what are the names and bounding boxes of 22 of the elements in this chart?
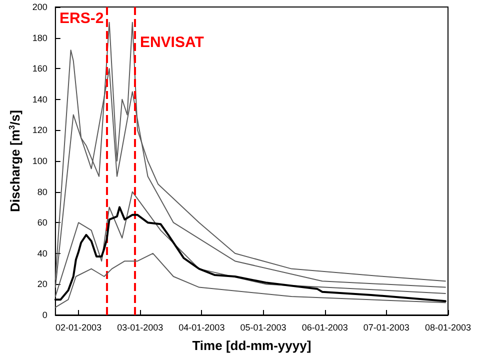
x-axis-title: Time [dd-mm-yyyy]: [192, 338, 312, 353]
x-tick-label: 03-01-2003: [117, 322, 164, 332]
y-tick-label: 40: [37, 248, 48, 258]
x-tick-label: 02-01-2003: [55, 322, 102, 332]
x-tick-label: 07-01-2003: [363, 322, 410, 332]
x-tick-label: 08-01-2003: [424, 322, 472, 332]
y-tick-label: 180: [32, 32, 48, 43]
y-tick-label: 160: [32, 64, 48, 74]
y-tick-label: 80: [37, 186, 48, 197]
ref-line-label: ENVISAT: [140, 34, 204, 51]
x-tick-label: 05-01-2003: [240, 322, 286, 332]
ref-line-label: ERS-2: [60, 10, 104, 27]
x-tick-label: 04-01-2003: [178, 322, 225, 332]
y-axis-title: Discharge [m3/s]: [8, 110, 22, 212]
y-tick-label: 200: [32, 2, 48, 12]
y-tick-label: 140: [32, 94, 48, 104]
y-tick-label: 60: [37, 218, 48, 228]
y-tick-label: 20: [37, 279, 48, 290]
y-tick-label: 100: [32, 156, 48, 166]
x-tick-label: 06-01-2003: [302, 322, 348, 332]
y-tick-label: 120: [32, 125, 48, 136]
y-tick-label: 0: [42, 310, 48, 320]
